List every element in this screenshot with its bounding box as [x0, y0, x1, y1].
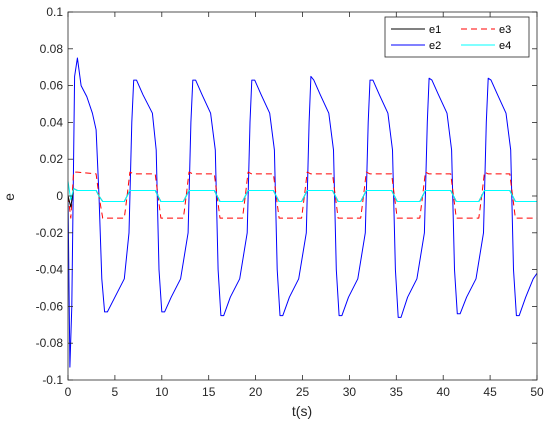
y-tick-label: 0.02: [40, 152, 64, 166]
series-line-e4: [68, 181, 537, 202]
y-tick-label: -0.04: [36, 263, 64, 277]
x-axis: 0 5 10 15 20 25 30 35 40 45 50: [65, 12, 544, 399]
y-tick-label: -0.06: [36, 299, 64, 313]
legend-label-e2: e2: [429, 40, 441, 52]
series-layer: [68, 57, 537, 368]
x-tick-label: 10: [155, 385, 169, 399]
legend-label-e1: e1: [429, 24, 441, 36]
y-axis-label: e: [1, 193, 17, 201]
series-line-e2: [68, 57, 537, 368]
y-tick-label: 0: [56, 189, 63, 203]
y-tick-label: -0.02: [36, 226, 64, 240]
x-tick-label: 40: [437, 385, 451, 399]
legend-label-e4: e4: [499, 40, 511, 52]
x-tick-label: 25: [296, 385, 310, 399]
x-tick-label: 30: [343, 385, 357, 399]
y-tick-label: -0.08: [36, 336, 64, 350]
y-tick-label: 0.04: [40, 115, 64, 129]
x-tick-label: 0: [65, 385, 72, 399]
series-line-e3: [68, 171, 537, 219]
x-tick-label: 45: [483, 385, 497, 399]
x-axis-label: t(s): [292, 403, 312, 419]
x-tick-label: 35: [390, 385, 404, 399]
y-tick-label: -0.1: [42, 373, 63, 387]
x-tick-label: 20: [249, 385, 263, 399]
legend-box: [384, 16, 530, 58]
legend-label-e3: e3: [499, 24, 511, 36]
y-tick-label: 0.1: [46, 5, 63, 19]
y-axis: -0.1 -0.08 -0.06 -0.04 -0.02 0 0.02 0.04 0.06 0.0…: [36, 5, 537, 387]
y-tick-label: 0.06: [40, 79, 64, 93]
legend: e1 e3 e2 e4: [384, 16, 530, 58]
x-tick-label: 5: [112, 385, 119, 399]
y-tick-label: 0.08: [40, 42, 64, 56]
x-tick-label: 15: [202, 385, 216, 399]
x-tick-label: 50: [530, 385, 544, 399]
plot-area: [68, 12, 537, 380]
